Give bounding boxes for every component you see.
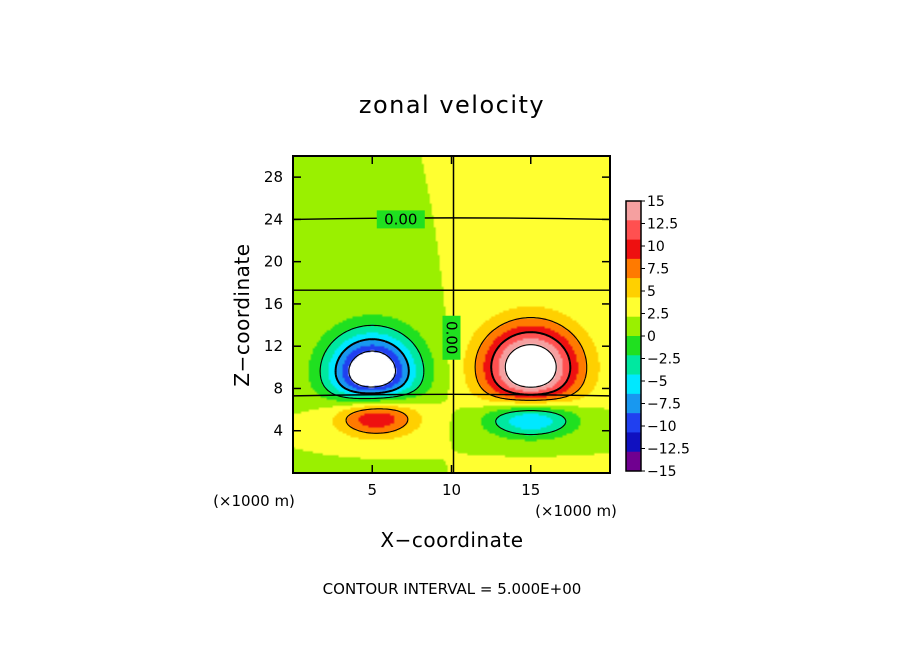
x-axis-ticks: 5 10 15 <box>367 156 540 499</box>
colorbar-label: 5 <box>647 284 656 300</box>
x-tick-label: 15 <box>521 481 540 499</box>
colorbar-band <box>626 239 641 260</box>
zero-contour <box>293 393 610 397</box>
y-axis-label: Z−coordinate <box>230 243 254 386</box>
colorbar-band <box>626 413 641 433</box>
y-tick-label: 16 <box>264 295 283 313</box>
y-tick-label: 8 <box>273 379 283 397</box>
colorbar-band <box>626 201 641 221</box>
y-tick-label: 24 <box>264 210 283 228</box>
y-tick-label: 12 <box>264 337 283 355</box>
contour-level <box>334 338 410 395</box>
colorbar-band <box>626 451 641 472</box>
heatmap-field <box>293 156 610 473</box>
contour-label: 0.00 <box>384 210 417 228</box>
colorbar-label: 15 <box>647 194 665 210</box>
contour-label-bg <box>442 315 461 360</box>
contour-labels: 0.00 0.00 <box>376 210 461 360</box>
colorbar-band <box>626 220 641 240</box>
colorbar-band <box>626 316 641 337</box>
colorbar-label: −7.5 <box>647 397 681 413</box>
x-tick-label: 10 <box>442 481 461 499</box>
contour-level <box>504 344 557 388</box>
colorbar-label: 12.5 <box>647 217 678 233</box>
contour-level <box>348 350 397 388</box>
contour-lines <box>293 217 610 436</box>
contour-level <box>345 317 588 434</box>
colorbar-label: 10 <box>647 239 665 255</box>
colorbar-label: −12.5 <box>647 442 690 458</box>
colorbar: 15 12.5 10 7.5 5 2.5 0 −2.5 −5 −7.5 −10 −12.5 −15 <box>625 194 690 480</box>
contour-level <box>319 324 567 436</box>
colorbar-band <box>626 393 641 414</box>
colorbar-label: 2.5 <box>647 307 669 323</box>
colorbar-band <box>626 278 641 298</box>
y-axis-ticks: 4 8 12 16 20 24 28 <box>264 168 610 440</box>
contour-label: 0.00 <box>443 321 461 354</box>
colorbar-label: −5 <box>647 374 668 390</box>
colorbar-label: 0 <box>647 329 656 345</box>
colorbar-band <box>626 297 641 318</box>
plot-area: 0.00 0.00 <box>292 155 611 474</box>
colorbar-label: 7.5 <box>647 262 669 278</box>
chart-title: zonal velocity <box>359 91 545 119</box>
colorbar-band <box>626 336 641 356</box>
x-tick-label: 5 <box>367 481 377 499</box>
colorbar-band <box>626 355 641 375</box>
y-tick-label: 4 <box>273 422 283 440</box>
colorbar-band <box>626 432 641 453</box>
zero-contour <box>293 217 610 221</box>
x-unit-left: (×1000 m) <box>213 492 295 510</box>
x-axis-label: X−coordinate <box>380 528 523 552</box>
contour-interval-footer: CONTOUR INTERVAL = 5.000E+00 <box>323 580 582 598</box>
colorbar-label: −15 <box>647 464 677 480</box>
y-tick-label: 28 <box>264 168 283 186</box>
colorbar-label: −2.5 <box>647 352 681 368</box>
x-unit-right: (×1000 m) <box>535 502 617 520</box>
colorbar-band <box>626 258 641 279</box>
colorbar-label: −10 <box>647 419 677 435</box>
contour-label-bg <box>376 210 425 229</box>
colorbar-band <box>626 374 641 395</box>
y-tick-label: 20 <box>264 253 283 271</box>
